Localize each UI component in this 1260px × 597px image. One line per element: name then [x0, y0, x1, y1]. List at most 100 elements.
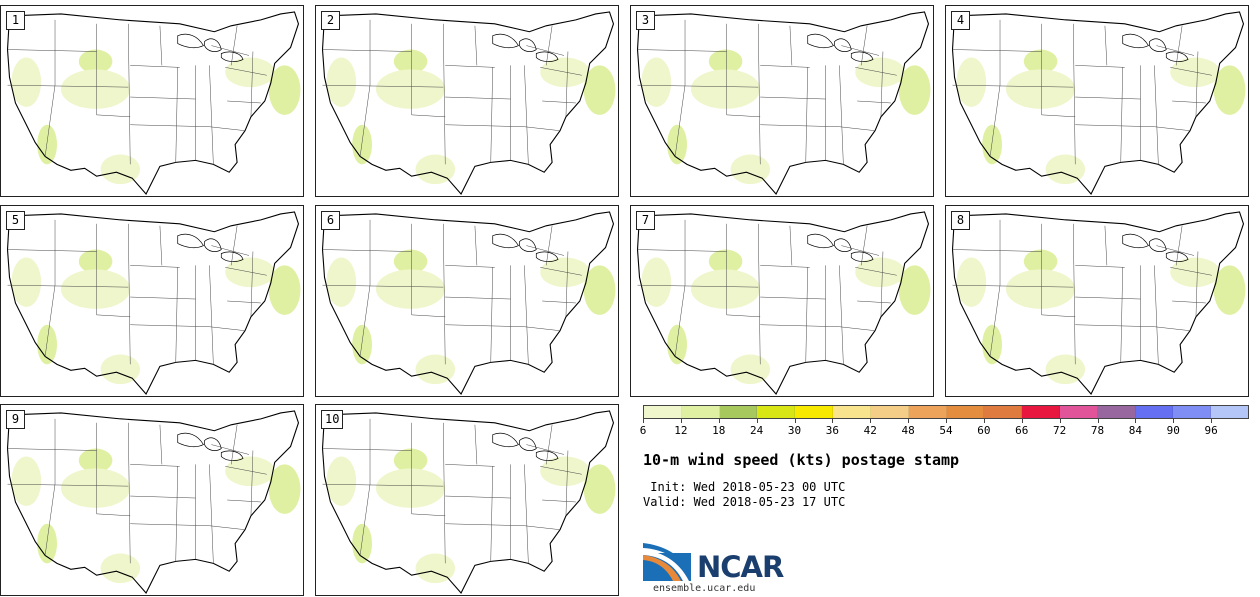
colorbar-swatch: [1022, 406, 1060, 418]
state-boundary: [1075, 96, 1141, 100]
wind-speed-shading: [37, 124, 57, 165]
state-boundary: [130, 296, 196, 300]
colorbar-tick-mark: [983, 419, 985, 423]
state-boundary: [128, 223, 131, 365]
great-lakes: [1122, 233, 1189, 262]
state-boundary: [540, 466, 582, 475]
state-boundary: [758, 223, 761, 365]
wind-speed-shading: [352, 124, 372, 165]
wind-speed-shading: [37, 523, 57, 564]
colorbar-tick-mark: [946, 419, 947, 423]
wind-speed-colorbar: [643, 405, 1249, 419]
state-boundary: [490, 267, 493, 363]
colorbar-tick-mark: [908, 419, 910, 423]
coastline: [636, 211, 930, 395]
colorbar-tick-mark: [1173, 419, 1175, 423]
member-number-label: 5: [6, 211, 25, 230]
forecast-panel: 7: [630, 205, 934, 397]
state-boundary: [209, 65, 214, 165]
colorbar-swatch: [1097, 406, 1136, 418]
us-map: [6, 410, 301, 594]
state-boundary: [1175, 225, 1183, 266]
state-boundary: [1154, 65, 1159, 165]
colorbar-tick-mark: [870, 419, 872, 423]
state-boundary: [474, 25, 478, 66]
colorbar-tick-label: 6: [639, 424, 647, 437]
state-boundary: [805, 267, 808, 363]
state-boundary: [1075, 124, 1155, 127]
state-boundary: [855, 267, 897, 276]
wind-speed-shading: [667, 124, 687, 165]
state-boundary: [128, 422, 131, 564]
colorbar-tick-mark: [1097, 419, 1099, 423]
colorbar-tick-label: 24: [750, 424, 764, 437]
state-boundary: [1104, 25, 1108, 66]
state-boundary: [7, 249, 97, 252]
state-boundary: [130, 96, 196, 100]
state-boundary: [839, 65, 844, 165]
state-boundary: [44, 484, 56, 556]
wind-speed-shading: [352, 523, 372, 564]
wind-speed-shading: [11, 257, 42, 307]
wind-speed-shading: [268, 265, 301, 315]
colorbar-tick-label: 72: [1053, 424, 1067, 437]
state-boundary: [839, 126, 876, 131]
state-boundary: [225, 267, 267, 276]
state-boundary: [159, 225, 163, 266]
state-boundary: [445, 96, 511, 100]
state-boundary: [445, 296, 511, 300]
state-boundary: [96, 114, 131, 118]
state-boundary: [175, 67, 178, 163]
state-boundary: [96, 314, 131, 318]
colorbar-tick-mark: [1059, 419, 1061, 423]
state-boundary: [565, 450, 569, 516]
us-map: [636, 11, 931, 195]
state-boundary: [545, 424, 553, 465]
state-boundary: [855, 67, 897, 76]
colorbar-tick-mark: [718, 419, 720, 423]
state-boundary: [524, 265, 529, 365]
state-boundary: [524, 126, 561, 131]
ensemble-url-link[interactable]: ensemble.ucar.edu: [653, 583, 756, 594]
ncar-logo[interactable]: [643, 541, 793, 583]
state-boundary: [726, 114, 761, 118]
colorbar-tick-mark: [756, 419, 758, 423]
wind-speed-shading: [583, 265, 616, 315]
wind-speed-shading: [1005, 269, 1076, 309]
colorbar-tick-label: 60: [977, 424, 991, 437]
valid-time: Valid: Wed 2018-05-23 17 UTC: [643, 495, 846, 509]
colorbar-swatch: [908, 406, 947, 418]
state-boundary: [524, 326, 561, 331]
member-number-label: 4: [951, 11, 970, 30]
forecast-panel: 10: [315, 404, 619, 596]
state-boundary: [250, 51, 254, 117]
state-boundary: [1156, 245, 1195, 256]
state-boundary: [211, 45, 250, 56]
great-lakes: [807, 233, 874, 262]
great-lakes: [807, 33, 874, 62]
state-boundary: [96, 513, 131, 517]
state-boundary: [760, 324, 840, 327]
colorbar-tick-mark: [1021, 419, 1023, 423]
state-boundary: [490, 466, 493, 562]
state-boundary: [227, 300, 261, 304]
state-boundary: [674, 85, 686, 157]
state-boundary: [445, 464, 495, 467]
state-boundary: [542, 300, 576, 304]
forecast-panel: 2: [315, 5, 619, 197]
colorbar-swatch: [1135, 406, 1174, 418]
wind-speed-shading: [326, 456, 357, 506]
state-boundary: [322, 49, 412, 52]
us-map: [321, 410, 616, 594]
colorbar-tick-mark: [794, 419, 796, 423]
state-boundary: [230, 225, 238, 266]
state-boundary: [1154, 326, 1191, 331]
state-boundary: [841, 245, 880, 256]
colorbar-swatch: [719, 406, 758, 418]
state-boundary: [359, 285, 371, 357]
state-boundary: [1175, 25, 1183, 66]
great-lakes: [177, 432, 244, 461]
member-number-label: 8: [951, 211, 970, 230]
member-number-label: 1: [6, 11, 25, 30]
state-boundary: [209, 464, 214, 564]
